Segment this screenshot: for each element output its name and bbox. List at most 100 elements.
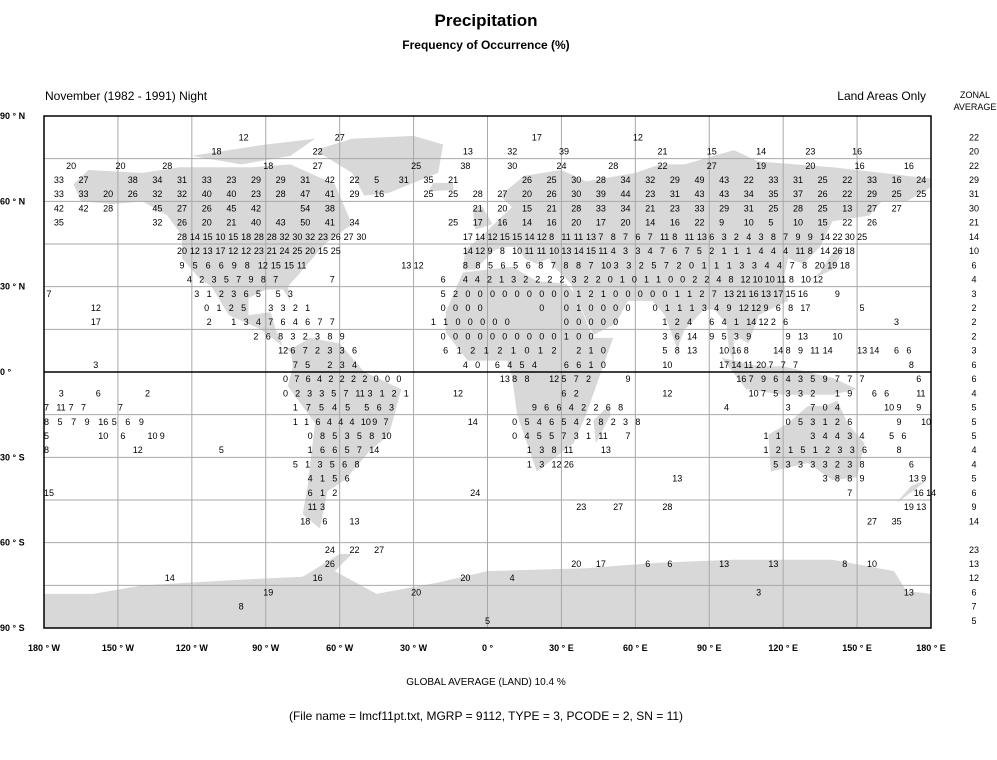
cell-value: 3 (739, 260, 744, 270)
cell-value: 12 (759, 317, 769, 327)
cell-value: 8 (44, 445, 49, 455)
cell-value: 22 (842, 189, 852, 199)
cell-value: 0 (502, 331, 507, 341)
cell-value: 32 (507, 147, 517, 157)
cell-value: 2 (835, 417, 840, 427)
cell-value: 4 (256, 317, 261, 327)
cell-value: 12 (414, 260, 424, 270)
cell-value: 1 (443, 317, 448, 327)
cell-value: 1 (734, 246, 739, 256)
cell-value: 3 (539, 445, 544, 455)
cell-value: 14 (869, 346, 879, 356)
cell-value: 13 (719, 559, 729, 569)
cell-value: 6 (901, 431, 906, 441)
cell-value: 1 (677, 303, 682, 313)
cell-value: 3 (268, 303, 273, 313)
cell-value: 0 (475, 360, 480, 370)
cell-value: 3 (368, 388, 373, 398)
cell-value: 5 (330, 459, 335, 469)
cell-value: 2 (586, 417, 591, 427)
cell-value: 7 (793, 360, 798, 370)
cell-value: 3 (798, 459, 803, 469)
cell-value: 12 (278, 346, 288, 356)
cell-value: 2 (559, 275, 564, 285)
cell-value: 9 (897, 403, 902, 413)
cell-value: 4 (317, 374, 322, 384)
cell-value: 38 (128, 175, 138, 185)
latitude-label: 90 ° N (0, 111, 25, 121)
cell-value: 7 (768, 360, 773, 370)
cell-value: 11 (598, 431, 607, 441)
cell-value: 8 (860, 459, 865, 469)
cell-value: 5 (276, 289, 281, 299)
zonal-average-value: 22 (969, 161, 979, 171)
cell-value: 26 (325, 559, 335, 569)
cell-value: 9 (160, 431, 165, 441)
cell-value: 28 (608, 161, 618, 171)
cell-value: 7 (551, 260, 556, 270)
zonal-average-value: 21 (969, 218, 979, 228)
cell-value: 30 (845, 232, 855, 242)
map-frame (43, 115, 932, 629)
cell-value: 6 (862, 445, 867, 455)
cell-value: 7 (343, 388, 348, 398)
global-average: GLOBAL AVERAGE (LAND) 10.4 % (406, 677, 566, 688)
cell-value: 0 (480, 317, 485, 327)
cell-value: 4 (187, 275, 192, 285)
cell-value: 6 (549, 417, 554, 427)
cell-value: 0 (668, 275, 673, 285)
cell-value: 4 (327, 417, 332, 427)
cell-value: 10 (662, 360, 672, 370)
axis-labels: 90 ° N60 ° N30 ° N0 °30 ° S60 ° S90 ° S1… (0, 111, 946, 653)
cell-value: 30 (356, 232, 366, 242)
cell-value: 28 (571, 203, 581, 213)
cell-value: 8 (744, 346, 749, 356)
cell-value: 4 (524, 431, 529, 441)
cell-value: 43 (719, 175, 729, 185)
zonal-average-value: 14 (969, 232, 979, 242)
cell-value: 8 (463, 260, 468, 270)
cell-value: 0 (396, 374, 401, 384)
cell-value: 20 (805, 161, 815, 171)
cell-value: 9 (786, 331, 791, 341)
cell-value: 6 (556, 403, 561, 413)
cell-value: 3 (574, 431, 579, 441)
cell-value: 6 (352, 346, 357, 356)
cell-value: 8 (618, 403, 623, 413)
cell-value: 9 (808, 232, 813, 242)
cell-value: 6 (495, 360, 500, 370)
cell-value: 1 (380, 388, 385, 398)
zonal-average-value: 2 (971, 303, 976, 313)
cell-value: 3 (59, 388, 64, 398)
zonal-average-value: 6 (971, 260, 976, 270)
cell-value: 10 (744, 218, 754, 228)
cell-value: 6 (709, 317, 714, 327)
cell-value: 6 (675, 331, 680, 341)
cell-value: 0 (601, 360, 606, 370)
cell-value: 2 (676, 260, 681, 270)
cell-value: 6 (894, 346, 899, 356)
cell-value: 21 (473, 203, 483, 213)
cell-value: 12 (739, 303, 749, 313)
cell-value: 41 (325, 218, 335, 228)
cell-value: 23 (576, 502, 586, 512)
cell-value: 22 (694, 218, 704, 228)
cell-value: 2 (523, 275, 528, 285)
cell-value: 33 (54, 175, 64, 185)
cell-value: 4 (786, 374, 791, 384)
cell-value: 47 (300, 189, 310, 199)
cell-value: 0 (505, 317, 510, 327)
cell-value: 22 (313, 147, 323, 157)
land-polygon (73, 164, 352, 353)
cell-value: 0 (527, 289, 532, 299)
cell-value: 7 (860, 374, 865, 384)
cell-value: 14 (756, 147, 766, 157)
cell-value: 4 (648, 246, 653, 256)
cell-value: 7 (294, 374, 299, 384)
cell-value: 5 (332, 431, 337, 441)
cell-value: 13 (687, 346, 697, 356)
cell-value: 11 (297, 260, 306, 270)
cell-value: 0 (589, 317, 594, 327)
cell-value: 13 (401, 260, 411, 270)
